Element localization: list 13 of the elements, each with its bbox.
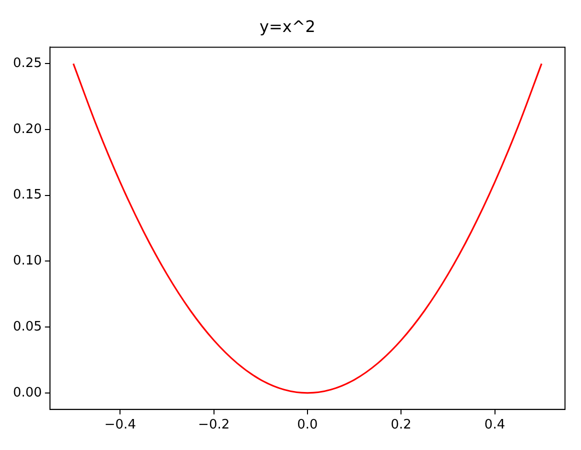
x-tick-label: −0.4 <box>104 418 136 433</box>
x-tick-label: 0.0 <box>297 418 318 433</box>
line-series <box>72 62 542 394</box>
y-tick-label: 0.20 <box>12 122 42 137</box>
x-tick-label: 0.2 <box>390 418 412 433</box>
x-tick-label: 0.4 <box>484 418 506 433</box>
y-tick-label: 0.15 <box>12 188 42 203</box>
y-tick-label: 0.25 <box>12 56 42 72</box>
y-tick-label: 0.10 <box>12 254 42 269</box>
y-tick-label: 0.05 <box>12 319 42 334</box>
y-tick-label: 0.00 <box>12 385 42 400</box>
x-tick-label: −0.2 <box>198 418 230 433</box>
chart-title: y=x^2 <box>260 16 316 36</box>
